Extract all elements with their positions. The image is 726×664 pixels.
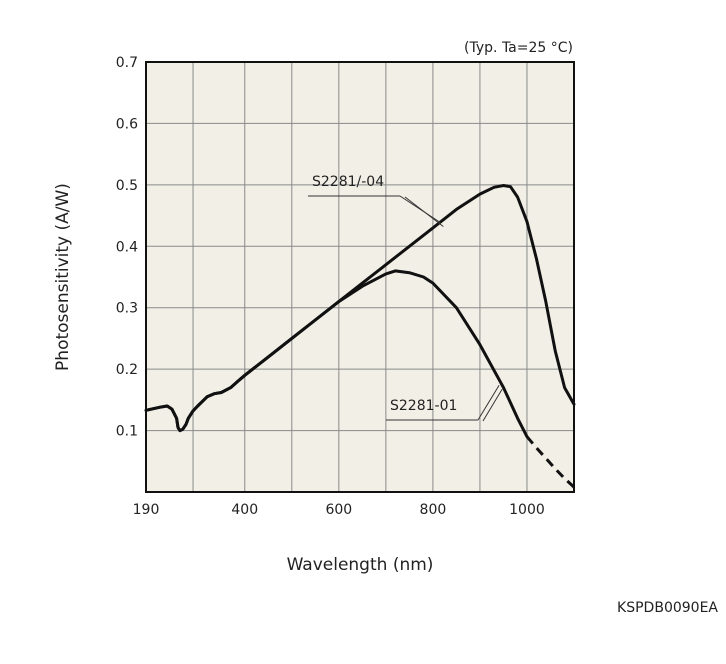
x-tick-label: 800 (420, 502, 447, 518)
series-line-s2281-01 (144, 269, 529, 439)
annotation-leader (482, 389, 503, 422)
plot-frame (145, 61, 575, 493)
series-line-dashed-extension (525, 435, 576, 489)
y-axis-title: Photosensitivity (A/W) (53, 183, 73, 371)
x-tick-label: 1000 (509, 502, 545, 518)
y-tick-labels: 0.1 0.2 0.3 0.4 0.5 0.6 0.7 (116, 55, 138, 440)
x-tick-label: 190 (133, 502, 160, 518)
y-tick-label: 0.6 (116, 116, 138, 132)
y-tick-label: 0.2 (116, 362, 138, 378)
y-tick-label: 0.4 (116, 239, 138, 255)
y-tick-label: 0.3 (116, 301, 138, 317)
document-code: KSPDB0090EA (617, 600, 718, 616)
y-tick-label: 0.7 (116, 55, 138, 71)
annotation-label: S2281/-04 (312, 174, 384, 190)
x-tick-labels: 190 400 600 800 1000 (133, 502, 545, 518)
x-tick-label: 600 (325, 502, 352, 518)
x-tick-label: 400 (231, 502, 258, 518)
series-lines (144, 184, 576, 489)
x-axis-title: Wavelength (nm) (287, 555, 434, 575)
y-tick-label: 0.5 (116, 178, 138, 194)
y-tick-label: 0.1 (116, 424, 138, 440)
annotation-leader (477, 385, 500, 421)
plot-background (146, 62, 574, 492)
annotation-leader (404, 196, 444, 227)
annotations: S2281/-04 S2281-01 (308, 174, 503, 422)
annotation-label: S2281-01 (390, 398, 457, 414)
conditions-note: (Typ. Ta=25 °C) (464, 40, 573, 56)
